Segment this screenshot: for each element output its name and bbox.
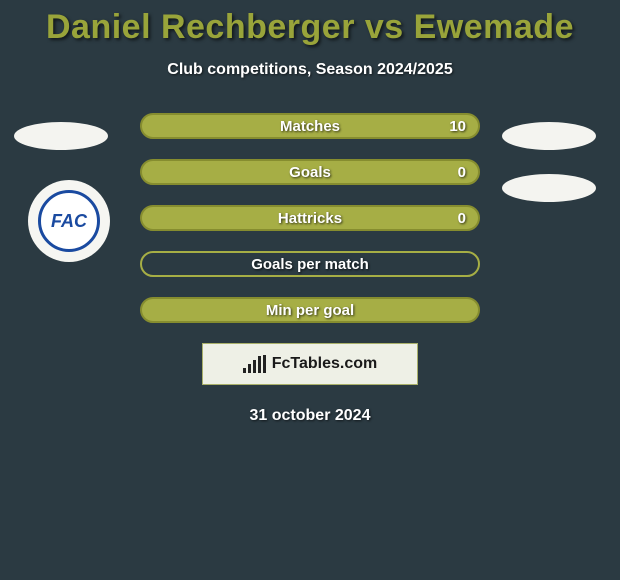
comparison-card: Daniel Rechberger vs Ewemade Club compet… — [0, 0, 620, 580]
stat-pill: Goals per match — [140, 251, 480, 277]
stat-label: Hattricks — [278, 210, 342, 227]
stat-label: Goals — [289, 164, 331, 181]
stat-label: Goals per match — [251, 256, 369, 273]
stat-label: Min per goal — [266, 302, 354, 319]
footer-date: 31 october 2024 — [0, 407, 620, 425]
stat-value-right: 0 — [458, 164, 466, 181]
club-logo-text: FAC — [51, 212, 87, 230]
club-logo-left: FAC — [28, 180, 110, 262]
side-oval — [502, 174, 596, 202]
club-logo-inner: FAC — [38, 190, 100, 252]
page-title: Daniel Rechberger vs Ewemade — [0, 0, 620, 47]
stat-pill: Goals 0 — [140, 159, 480, 185]
side-oval — [502, 122, 596, 150]
side-oval — [14, 122, 108, 150]
stat-row: Goals per match — [0, 251, 620, 277]
stat-value-right: 0 — [458, 210, 466, 227]
stat-value-right: 10 — [449, 118, 466, 135]
stat-pill: Matches 10 — [140, 113, 480, 139]
watermark-text: FcTables.com — [272, 355, 378, 373]
stat-label: Matches — [280, 118, 340, 135]
watermark: FcTables.com — [202, 343, 418, 385]
subtitle: Club competitions, Season 2024/2025 — [0, 61, 620, 79]
stat-pill: Min per goal — [140, 297, 480, 323]
stat-row: Min per goal — [0, 297, 620, 323]
bar-chart-icon — [243, 355, 266, 373]
stat-pill: Hattricks 0 — [140, 205, 480, 231]
